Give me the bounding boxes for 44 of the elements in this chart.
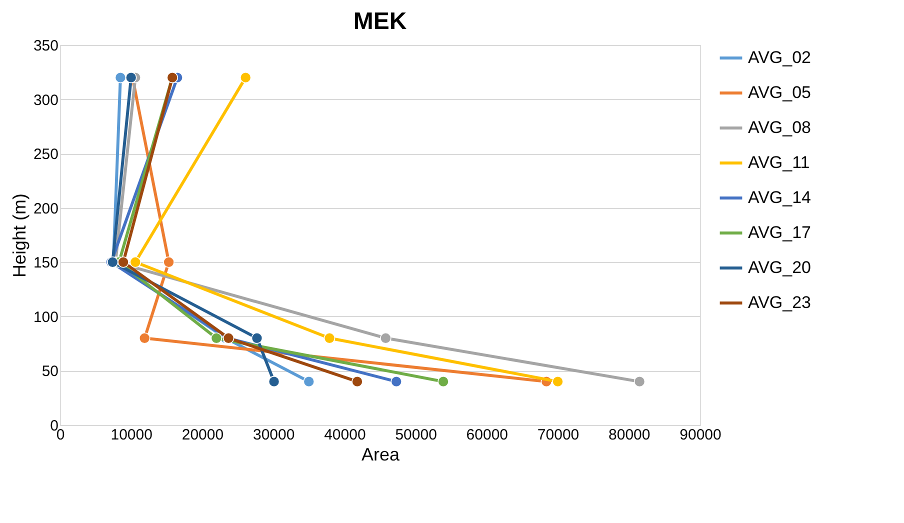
- point: [114, 72, 126, 84]
- x-axis-title: Area: [361, 444, 400, 464]
- point: [163, 256, 174, 268]
- point: [380, 332, 392, 344]
- x-tick-label: 70000: [537, 426, 580, 444]
- y-tick-label: 150: [33, 254, 58, 272]
- point: [138, 332, 150, 344]
- point: [438, 376, 449, 388]
- chart-title: MEK: [353, 8, 408, 35]
- point: [390, 376, 402, 388]
- point: [634, 376, 646, 388]
- x-tick-label: 40000: [324, 426, 366, 444]
- x-tick-label: 60000: [466, 426, 508, 444]
- legend-label: AVG_20: [748, 258, 812, 277]
- legend-label: AVG_14: [748, 188, 812, 207]
- x-tick-label: 50000: [395, 426, 437, 444]
- legend-label: AVG_05: [748, 83, 812, 102]
- point: [324, 332, 336, 344]
- y-tick-label: 200: [33, 200, 58, 218]
- y-tick-label: 300: [33, 92, 58, 109]
- y-tick-label: 100: [33, 308, 58, 326]
- y-tick-label: 50: [42, 363, 58, 380]
- y-tick-label: 350: [33, 38, 58, 54]
- y-tick-label: 250: [33, 146, 58, 164]
- point: [210, 332, 222, 344]
- legend-label: AVG_23: [748, 293, 812, 312]
- x-tick-label: 90000: [680, 426, 722, 444]
- point: [552, 376, 564, 388]
- x-tick-label: 30000: [252, 426, 295, 444]
- point: [130, 256, 142, 268]
- point: [303, 376, 315, 388]
- legend-label: AVG_17: [748, 223, 812, 242]
- legend-label: AVG_11: [748, 153, 810, 172]
- point: [118, 256, 129, 268]
- point: [268, 376, 280, 388]
- legend-label: AVG_08: [748, 118, 812, 137]
- x-tick-label: 20000: [182, 426, 224, 444]
- legend-label: AVG_02: [748, 48, 812, 67]
- x-tick-label: 10000: [110, 426, 152, 444]
- point: [352, 376, 363, 388]
- point: [240, 72, 252, 84]
- x-tick-label: 80000: [608, 426, 650, 444]
- y-axis-title: Height (m): [9, 193, 30, 278]
- point: [251, 332, 263, 344]
